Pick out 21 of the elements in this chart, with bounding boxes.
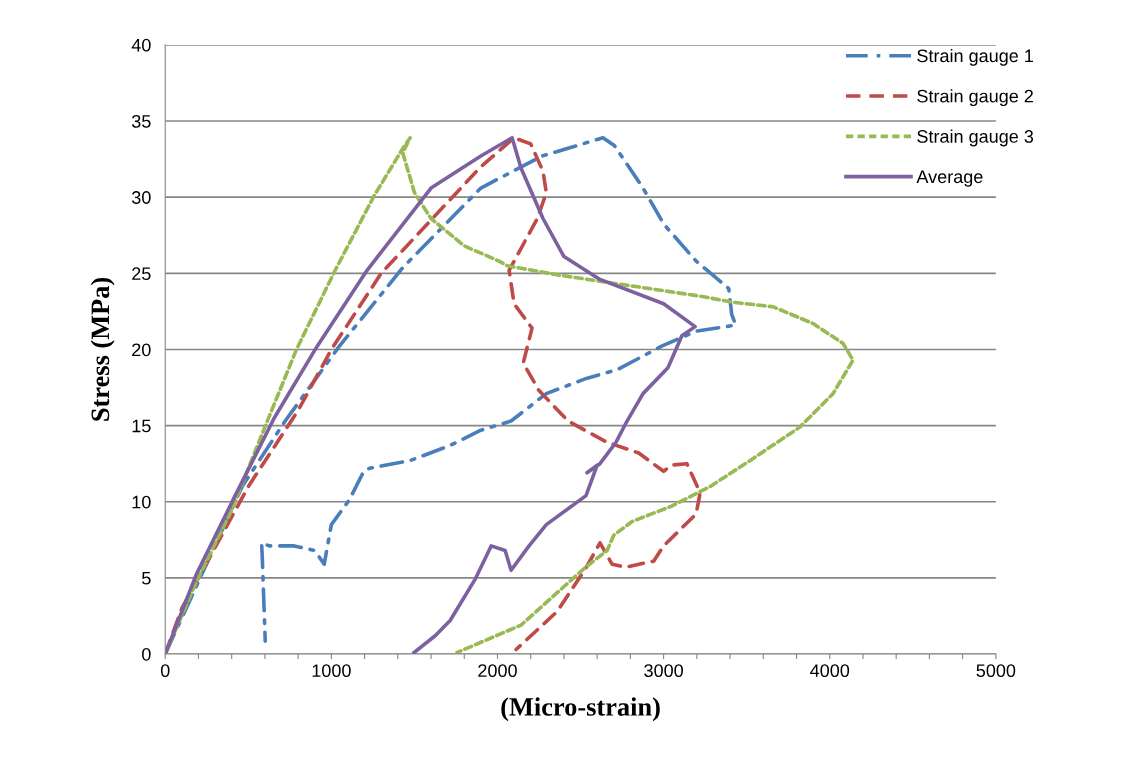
x-tick-label: 0 xyxy=(160,664,170,678)
legend-label: Average xyxy=(916,170,983,187)
legend-label: Strain gauge 1 xyxy=(917,48,1033,66)
x-tick-label: 2000 xyxy=(478,664,517,678)
y-tick-label: 40 xyxy=(131,38,151,52)
x-axis-title: (Micro-strain) xyxy=(501,697,660,722)
legend-label: Strain gauge 2 xyxy=(917,89,1033,107)
legend-label: Strain gauge 3 xyxy=(917,129,1034,147)
x-tick-label: 1000 xyxy=(312,664,351,678)
x-tick-label: 4000 xyxy=(810,664,850,678)
y-tick-label: 20 xyxy=(132,343,151,357)
x-tick-label: 3000 xyxy=(644,664,683,678)
y-tick-label: 15 xyxy=(132,419,151,433)
x-tick-label: 5000 xyxy=(976,664,1016,678)
y-tick-label: 5 xyxy=(142,572,151,585)
y-tick-label: 0 xyxy=(142,647,151,661)
y-tick-label: 30 xyxy=(131,191,151,204)
y-tick-label: 25 xyxy=(132,267,151,281)
y-axis-title: Stress (MPa) xyxy=(90,277,115,421)
y-tick-label: 35 xyxy=(131,114,151,128)
y-tick-label: 10 xyxy=(132,495,151,509)
